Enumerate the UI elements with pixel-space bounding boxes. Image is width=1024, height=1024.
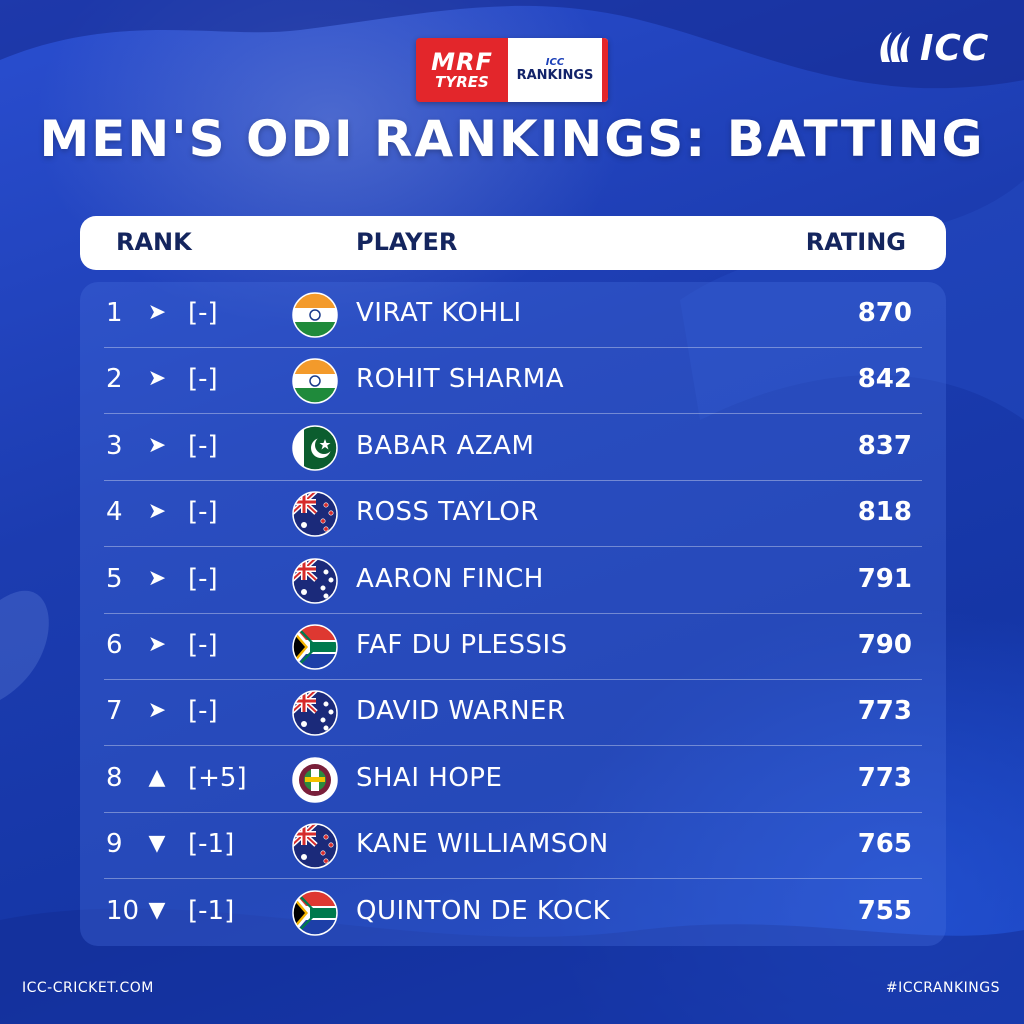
- rank-change: [-]: [188, 497, 218, 528]
- rank-change: [-]: [188, 630, 218, 660]
- footer-website[interactable]: ICC-CRICKET.COM: [22, 980, 154, 996]
- pakistan-flag-icon: [292, 425, 338, 471]
- row-divider: [104, 413, 922, 415]
- player-rating: 773: [857, 696, 912, 727]
- player-name: ROSS TAYLOR: [356, 497, 539, 528]
- new-zealand-flag-icon: [292, 823, 338, 869]
- footer-hashtag: #ICCRANKINGS: [885, 980, 1000, 996]
- movement-down-icon: ▼: [148, 897, 166, 923]
- player-rating: 765: [857, 829, 912, 860]
- player-name: AARON FINCH: [356, 563, 544, 594]
- rank-number: 5: [106, 563, 123, 594]
- table-row: 7 ➤ [-] DAVID WARNER 773: [80, 680, 946, 747]
- row-divider: [104, 679, 922, 680]
- rank-change: [-]: [188, 298, 218, 328]
- player-rating: 842: [857, 364, 912, 395]
- row-divider: [104, 479, 922, 481]
- mrf-text: MRF: [431, 48, 493, 76]
- rank-number: 10: [106, 895, 140, 926]
- rank-number: 2: [106, 364, 123, 395]
- rank-change: [-]: [188, 563, 218, 594]
- movement-none-icon: ➤: [147, 565, 167, 591]
- table-row: 1 ➤ [-] VIRAT KOHLI 870: [80, 282, 946, 348]
- australia-flag-icon: [292, 690, 338, 737]
- south-africa-flag-icon: [292, 624, 338, 670]
- row-divider: [104, 347, 922, 348]
- table-row: 10 ▼ [-1] QUINTON DE KOCK 755: [80, 880, 946, 946]
- table-row: 3 ➤ [-] BABAR AZAM 837: [80, 415, 946, 481]
- tyres-text: TYRES: [435, 73, 489, 91]
- south-africa-flag-icon: [292, 889, 338, 936]
- player-name: KANE WILLIAMSON: [356, 829, 609, 860]
- icc-logo: ICC: [876, 26, 996, 70]
- row-divider: [104, 878, 922, 880]
- player-rating: 870: [857, 298, 912, 328]
- table-row: 5 ➤ [-] AARON FINCH 791: [80, 548, 946, 614]
- table-row: 4 ➤ [-] ROSS TAYLOR 818: [80, 481, 946, 548]
- rank-change: [-1]: [188, 829, 235, 860]
- rank-change: [-]: [188, 364, 218, 395]
- page-title: MEN'S ODI RANKINGS: BATTING: [39, 110, 985, 168]
- movement-none-icon: ➤: [147, 632, 167, 657]
- row-divider: [104, 612, 922, 614]
- table-row: 2 ➤ [-] ROHIT SHARMA 842: [80, 348, 946, 415]
- new-zealand-flag-icon: [292, 491, 338, 537]
- rank-number: 8: [106, 762, 123, 793]
- row-divider: [104, 811, 922, 813]
- column-header-rating: RATING: [805, 228, 906, 256]
- player-rating: 791: [857, 563, 912, 594]
- player-name: BABAR AZAM: [356, 430, 535, 461]
- rank-change: [-1]: [188, 895, 235, 926]
- movement-none-icon: ➤: [147, 300, 167, 325]
- table-row: 8 ▲ [+5] SHAI HOPE 773: [80, 747, 946, 813]
- movement-none-icon: ➤: [147, 698, 167, 724]
- icc-small-text: ICC: [545, 57, 565, 68]
- rankings-table: 1 ➤ [-] VIRAT KOHLI 870 2 ➤ [-] ROHIT SHARMA 842 3…: [80, 282, 946, 946]
- table-header: RANK PLAYER RATING: [80, 216, 946, 270]
- player-name: SHAI HOPE: [356, 762, 503, 793]
- rank-number: 1: [106, 298, 123, 328]
- icc-emblem-icon: [880, 32, 910, 62]
- rankings-text: RANKINGS: [516, 68, 594, 83]
- rank-number: 3: [106, 430, 123, 461]
- movement-none-icon: ➤: [147, 366, 167, 392]
- india-flag-icon: [292, 358, 338, 405]
- player-name: VIRAT KOHLI: [356, 298, 522, 328]
- table-row: 6 ➤ [-] FAF DU PLESSIS 790: [80, 614, 946, 680]
- west-indies-flag-icon: [292, 757, 338, 803]
- player-name: QUINTON DE KOCK: [356, 895, 611, 926]
- rank-number: 6: [106, 630, 123, 660]
- mrf-tyres-logo: MRF TYRES: [416, 38, 508, 102]
- player-rating: 755: [857, 895, 912, 926]
- icc-logo-text: ICC: [920, 27, 990, 69]
- rank-change: [+5]: [188, 762, 247, 793]
- player-rating: 790: [857, 630, 912, 660]
- movement-down-icon: ▼: [148, 831, 166, 857]
- rank-change: [-]: [188, 430, 218, 461]
- table-row: 9 ▼ [-1] KANE WILLIAMSON 765: [80, 813, 946, 880]
- column-header-player: PLAYER: [356, 228, 458, 256]
- rank-number: 9: [106, 829, 123, 860]
- rank-number: 7: [106, 696, 123, 727]
- player-name: FAF DU PLESSIS: [356, 630, 568, 660]
- sponsor-badge: MRF TYRES ICC RANKINGS: [416, 38, 608, 102]
- australia-flag-icon: [292, 557, 338, 604]
- movement-up-icon: ▲: [148, 764, 166, 790]
- player-name: ROHIT SHARMA: [356, 364, 565, 395]
- india-flag-icon: [292, 292, 338, 338]
- icc-rankings-logo: ICC RANKINGS: [508, 38, 608, 102]
- column-header-rank: RANK: [116, 228, 192, 256]
- rank-number: 4: [106, 497, 123, 528]
- movement-none-icon: ➤: [147, 499, 167, 525]
- player-rating: 773: [857, 762, 912, 793]
- player-rating: 837: [857, 430, 912, 461]
- player-name: DAVID WARNER: [356, 696, 566, 727]
- movement-none-icon: ➤: [147, 432, 167, 458]
- row-divider: [104, 546, 922, 548]
- row-divider: [104, 745, 922, 747]
- rank-change: [-]: [188, 696, 218, 727]
- player-rating: 818: [857, 497, 912, 528]
